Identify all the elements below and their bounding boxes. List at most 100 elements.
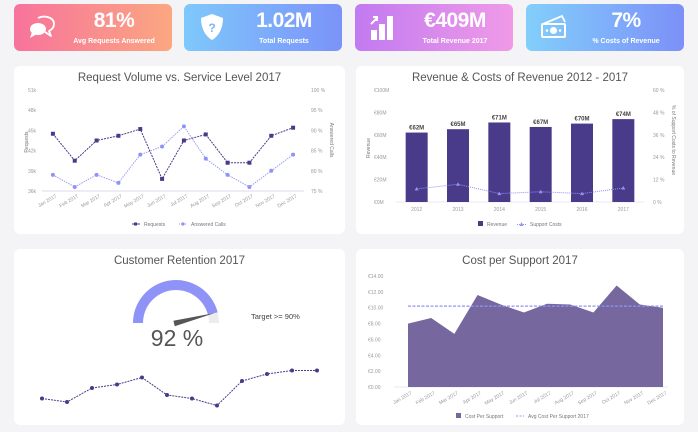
revenue-data-label: €65M xyxy=(450,122,465,128)
retention-sparkline-point xyxy=(165,393,169,397)
revenue-costs-chart: €0M €20M €40M €60M €80M €100M 0 % 12 % 24 % 36 % 4… xyxy=(366,88,676,228)
x-tick-label: Jun 2017 xyxy=(146,193,167,209)
cost-per-support-card: Cost per Support 2017 €0.00 €2.00 €4.00 €6.… xyxy=(356,249,684,425)
request-volume-chart: 36k 39k 42k 45k 48k 51k 75 % 80 % 85 % 90 % 95 % 10… xyxy=(24,88,334,228)
answered-calls-point xyxy=(181,124,186,129)
legend-avg-label: Avg Cost Per Support 2017 xyxy=(528,414,589,420)
y-tick-label: €0M xyxy=(374,200,384,206)
y-tick-label: 42k xyxy=(28,149,37,155)
x-tick-label: May 2017 xyxy=(123,193,145,209)
gauge-value: 92 % xyxy=(150,325,204,351)
legend-cost-marker xyxy=(456,413,461,418)
money-bills-icon xyxy=(541,14,566,38)
y-tick-label: 45k xyxy=(28,128,37,134)
legend-support-marker xyxy=(519,222,524,226)
x-tick-label: Jun 2017 xyxy=(508,390,529,406)
x-tick-label: 2016 xyxy=(576,207,587,213)
y-tick-label: 39k xyxy=(28,169,37,175)
x-tick-label: Feb 2017 xyxy=(58,193,79,209)
x-tick-label: Sep 2017 xyxy=(577,390,599,406)
cost-per-support-area xyxy=(408,285,663,387)
y-axis-title: Revenue xyxy=(366,138,372,158)
revenue-bar xyxy=(571,123,593,202)
answered-calls-point xyxy=(50,172,55,177)
revenue-bar xyxy=(447,129,469,202)
kpi-label: % Costs of Revenue xyxy=(592,38,660,45)
y-tick-label: €14.00 xyxy=(368,274,384,280)
x-tick-label: Aug 2017 xyxy=(554,390,576,406)
revenue-data-label: €74M xyxy=(616,112,631,118)
support-costs-point xyxy=(621,186,626,190)
y2-tick-label: 80 % xyxy=(311,169,323,175)
retention-sparkline-point xyxy=(315,368,319,373)
retention-sparkline-point xyxy=(115,382,119,387)
customer-retention-chart xyxy=(40,280,319,408)
x-tick-label: 2015 xyxy=(535,207,546,213)
target-label: Target >= 90% xyxy=(251,312,300,321)
x-tick-label: Dec 2017 xyxy=(646,390,668,406)
x-tick-label: Oct 2017 xyxy=(601,390,622,405)
y-tick-label: €10.00 xyxy=(368,306,384,312)
y-axis-title: Requests xyxy=(24,131,30,153)
legend-answered-marker xyxy=(181,222,185,226)
kpi-avg-requests-answered: 81% Avg Requests Answered xyxy=(14,4,172,51)
requests-point xyxy=(225,160,230,165)
y-tick-label: €60M xyxy=(374,133,387,139)
answered-calls-point xyxy=(72,184,77,189)
svg-text:?: ? xyxy=(208,21,215,35)
retention-sparkline-point xyxy=(215,403,219,408)
y-tick-label: €40M xyxy=(374,155,387,161)
y-tick-label: €2.00 xyxy=(368,369,381,375)
y-tick-label: 36k xyxy=(28,189,37,195)
answered-calls-point xyxy=(138,152,143,157)
retention-sparkline-point xyxy=(40,396,44,401)
revenue-bar xyxy=(612,119,635,202)
answered-calls-line xyxy=(52,125,294,188)
customer-retention-card: Customer Retention 2017 92 % Target >= 9… xyxy=(14,249,345,425)
chart-title: Request Volume vs. Service Level 2017 xyxy=(77,72,282,84)
requests-point xyxy=(50,131,55,136)
support-costs-point xyxy=(497,191,502,196)
x-tick-label: Apr 2017 xyxy=(103,193,124,208)
chart-title: Cost per Support 2017 xyxy=(462,255,578,267)
y2-axis-title: Answered Calls xyxy=(328,123,334,158)
y2-tick-label: 95 % xyxy=(311,108,323,114)
revenue-bar xyxy=(488,122,511,202)
y-tick-label: 51k xyxy=(28,88,37,94)
y-tick-label: €80M xyxy=(374,110,387,116)
x-tick-label: Oct 2017 xyxy=(234,193,255,208)
kpi-label: Total Revenue 2017 xyxy=(422,38,488,45)
kpi-label: Avg Requests Answered xyxy=(73,38,155,45)
y2-tick-label: 85 % xyxy=(311,149,323,155)
legend-revenue-label: Revenue xyxy=(487,222,507,228)
kpi-value: 7% xyxy=(611,9,641,32)
revenue-data-label: €62M xyxy=(409,126,424,132)
y2-tick-label: 48 % xyxy=(653,110,665,116)
x-tick-label: 2014 xyxy=(494,207,505,213)
x-tick-label: 2012 xyxy=(411,207,422,213)
requests-point xyxy=(203,132,208,137)
y2-tick-label: 90 % xyxy=(311,128,323,134)
x-tick-label: Apr 2017 xyxy=(462,390,483,405)
requests-point xyxy=(291,125,296,130)
requests-point xyxy=(269,133,274,138)
requests-point xyxy=(116,133,121,138)
requests-point xyxy=(72,158,77,163)
y2-tick-label: 0 % xyxy=(653,200,662,206)
chart-title: Revenue & Costs of Revenue 2012 - 2017 xyxy=(411,72,629,84)
support-costs-point xyxy=(580,191,584,196)
revenue-data-label: €71M xyxy=(492,115,507,121)
x-tick-label: 2013 xyxy=(452,207,463,213)
y-tick-label: €20M xyxy=(374,178,387,184)
requests-point xyxy=(181,138,186,143)
revenue-bar xyxy=(405,132,428,202)
answered-calls-point xyxy=(203,156,208,161)
y2-tick-label: 100 % xyxy=(311,88,326,94)
x-tick-label: Jul 2017 xyxy=(533,390,553,405)
x-tick-label: Jul 2017 xyxy=(170,193,190,208)
cost-per-support-chart: €0.00 €2.00 €4.00 €6.00 €8.00 €10.00 €12.00 €14… xyxy=(368,274,668,420)
y-tick-label: €8.00 xyxy=(368,322,381,328)
retention-sparkline-point xyxy=(140,375,144,380)
y-tick-label: €0.00 xyxy=(368,385,381,391)
requests-point xyxy=(247,160,252,165)
